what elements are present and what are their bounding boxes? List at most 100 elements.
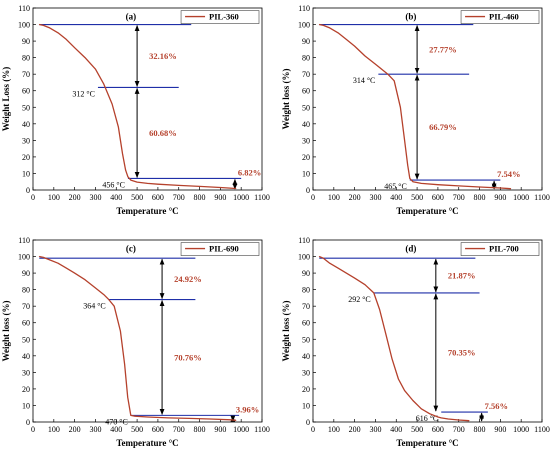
weight-loss-label: 27.77% — [429, 44, 457, 54]
y-tick-label: 60 — [302, 87, 310, 96]
y-tick-label: 100 — [298, 253, 310, 262]
tga-curve-point — [108, 299, 110, 300]
x-tick-label: 800 — [194, 193, 206, 202]
tga-panel-b: 0 100 200 300 400 500 600 700 800 900 1000 1100 0 10 2… — [280, 0, 550, 227]
tga-curve-point — [120, 330, 121, 332]
tga-curve-point — [147, 416, 148, 418]
tga-curve-point — [74, 47, 76, 49]
x-tick-label: 200 — [349, 425, 361, 434]
temperature-annotation: 456 °C — [102, 180, 125, 189]
y-tick-label: 90 — [22, 37, 30, 46]
y-tick-label: 40 — [22, 120, 30, 129]
x-tick-label: 0 — [31, 193, 35, 202]
tga-curve-point — [323, 24, 324, 26]
legend-box — [460, 242, 540, 256]
y-tick-label: 50 — [302, 103, 310, 112]
x-tick-label: 300 — [369, 193, 381, 202]
tga-curve-point — [420, 182, 422, 184]
x-tick-label: 1100 — [254, 193, 270, 202]
tga-curve-point — [65, 267, 67, 269]
weight-loss-label: 70.35% — [448, 348, 476, 358]
x-tick-label: 400 — [110, 425, 122, 434]
tga-curve-point — [122, 153, 123, 155]
x-tick-label: 500 — [411, 425, 423, 434]
tga-curve-point — [49, 259, 51, 261]
y-tick-label: 80 — [302, 286, 310, 295]
x-tick-label: 600 — [432, 425, 444, 434]
y-tick-label: 70 — [22, 70, 30, 79]
y-axis-label: Weight loss (%) — [1, 300, 11, 361]
y-tick-label: 30 — [302, 136, 310, 145]
temperature-annotation: 465 °C — [384, 182, 407, 191]
tga-curve-point — [440, 417, 442, 419]
y-axis-label: Weight loss (%) — [281, 68, 291, 129]
temperature-annotation: 292 °C — [348, 295, 371, 304]
y-tick-label: 90 — [302, 37, 310, 46]
temperature-annotation: 470 °C — [105, 417, 128, 426]
tga-curve-point — [323, 257, 324, 259]
tga-curve-point — [318, 256, 320, 257]
x-tick-label: 200 — [69, 425, 81, 434]
tga-curve-point — [429, 413, 430, 415]
x-tick-label: 500 — [411, 193, 423, 202]
tga-curve-point — [95, 287, 96, 289]
tga-curve-point — [407, 164, 409, 166]
tga-curve-point — [57, 262, 59, 264]
y-axis-label: Weight loss (%) — [281, 300, 291, 361]
tga-curve-point — [510, 188, 512, 190]
legend-entry: PIL-360 — [209, 12, 239, 22]
weight-loss-label: 70.76% — [174, 352, 202, 362]
x-tick-label: 600 — [152, 193, 164, 202]
tga-chart-d: 0 100 200 300 400 500 600 700 800 900 1000 1100 0 10 2… — [281, 236, 550, 448]
y-tick-label: 90 — [302, 269, 310, 278]
legend-entry: PIL-690 — [209, 244, 239, 254]
y-tick-label: 20 — [302, 153, 310, 162]
x-tick-label: 700 — [173, 193, 185, 202]
temperature-annotation: 364 °C — [83, 302, 106, 311]
x-tick-label: 100 — [48, 193, 60, 202]
tga-curve-point — [458, 185, 460, 187]
x-tick-label: 200 — [349, 193, 361, 202]
weight-loss-label: 6.82% — [238, 167, 261, 177]
y-tick-label: 110 — [18, 4, 30, 13]
tga-curve-point — [318, 24, 320, 25]
y-tick-label: 70 — [302, 302, 310, 311]
x-tick-label: 100 — [48, 425, 60, 434]
legend-box — [180, 10, 260, 24]
tga-curve-point — [375, 63, 376, 65]
legend-box — [460, 10, 540, 24]
x-tick-label: 100 — [328, 193, 340, 202]
temperature-annotation: 616 °C — [416, 414, 439, 423]
tga-curve-point — [345, 39, 347, 40]
tga-curve-point — [157, 183, 159, 185]
tga-curve-point — [38, 24, 40, 25]
tga-curve-point — [409, 178, 411, 179]
plot-frame — [312, 7, 543, 191]
tga-curve-point — [479, 186, 480, 188]
x-tick-label: 200 — [69, 193, 81, 202]
tga-curve-point — [345, 272, 347, 274]
tga-curve-point — [65, 39, 67, 40]
y-tick-label: 20 — [22, 385, 30, 394]
tga-curve-point — [43, 256, 44, 258]
weight-loss-label: 66.79% — [429, 122, 457, 132]
y-tick-label: 40 — [22, 352, 30, 361]
x-tick-label: 700 — [173, 425, 185, 434]
x-tick-label: 1000 — [233, 193, 249, 202]
tga-curve-point — [373, 292, 375, 294]
tga-curve-point — [103, 294, 105, 295]
tga-curve-point — [412, 181, 414, 183]
legend-box — [180, 242, 260, 256]
tga-curve-point — [95, 68, 96, 70]
tga-chart-b: 0 100 200 300 400 500 600 700 800 900 1000 1100 0 10 2… — [281, 4, 550, 216]
y-tick-label: 70 — [302, 70, 310, 79]
tga-curve-point — [420, 408, 422, 410]
plot-frame — [32, 7, 263, 191]
tga-curve-point — [329, 262, 331, 264]
tga-curve-point — [404, 390, 405, 391]
y-tick-label: 100 — [18, 253, 30, 262]
tga-curve-point — [43, 24, 44, 26]
tga-curve-point — [74, 272, 76, 274]
panel-label: (d) — [405, 244, 416, 254]
tga-curve-point — [125, 169, 127, 171]
